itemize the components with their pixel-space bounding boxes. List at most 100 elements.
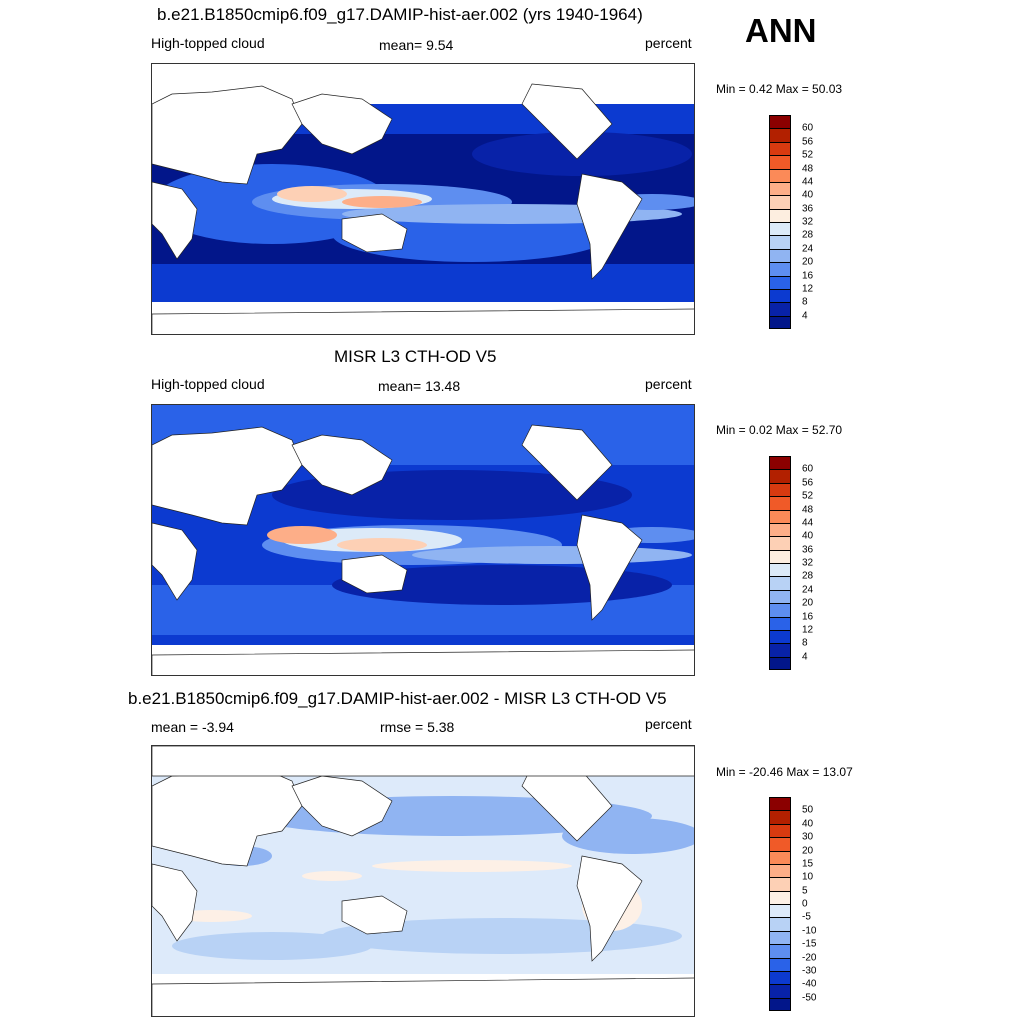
colorbar-tick-label: -5 <box>802 911 811 923</box>
colorbar-tick-label: 52 <box>802 490 814 502</box>
colorbar-swatch <box>769 984 791 998</box>
colorbar-tick-label: 20 <box>802 256 814 268</box>
colorbar-tick-label: -20 <box>802 952 817 963</box>
panel-1-units: percent <box>645 35 692 51</box>
colorbar-tick-label: 12 <box>802 624 814 636</box>
colorbar-swatch <box>769 957 791 971</box>
colorbar-swatch <box>769 168 791 182</box>
colorbar-swatch <box>769 970 791 985</box>
colorbar-tick-label: 40 <box>802 818 814 830</box>
panel-2-variable-label: High-topped cloud <box>151 376 265 392</box>
colorbar-swatch <box>769 576 791 590</box>
colorbar-swatch <box>769 629 791 644</box>
colorbar-swatch <box>769 509 791 523</box>
colorbar-swatch <box>769 944 791 958</box>
colorbar-tick-label: 5 <box>802 885 808 897</box>
panel-3-map <box>151 745 695 1017</box>
colorbar-swatch <box>769 850 791 864</box>
colorbar-tick-label: 50 <box>802 804 814 816</box>
colorbar-tick-label: 10 <box>802 871 814 883</box>
colorbar-tick-label: -30 <box>802 965 817 977</box>
colorbar-tick-label: 8 <box>802 296 808 308</box>
colorbar-swatch <box>769 603 791 617</box>
colorbar-swatch <box>769 208 791 222</box>
colorbar-swatch <box>769 589 791 604</box>
colorbar-tick-label: 0 <box>802 898 808 910</box>
colorbar-swatch <box>769 997 791 1011</box>
colorbar-tick-label: 8 <box>802 637 808 649</box>
colorbar-tick-label: 36 <box>802 544 814 556</box>
colorbar-tick-label: 48 <box>802 504 814 515</box>
panel-1-map-svg <box>152 64 694 334</box>
colorbar-swatch <box>769 315 791 329</box>
colorbar-swatch <box>769 248 791 263</box>
colorbar-frame <box>769 115 791 329</box>
panel-3-minmax: Min = -20.46 Max = 13.07 <box>716 765 853 779</box>
panel-1-title: b.e21.B1850cmip6.f09_g17.DAMIP-hist-aer.… <box>157 5 643 24</box>
panel-3-map-svg <box>152 746 694 1016</box>
panel-3-rmse: rmse = 5.38 <box>380 719 455 735</box>
panel-1-mean: mean= 9.54 <box>379 37 454 53</box>
panel-2-map <box>151 404 695 676</box>
panel-1-variable-label: High-topped cloud <box>151 35 265 51</box>
colorbar-tick-label: 24 <box>802 243 814 255</box>
colorbar-swatch <box>769 522 791 537</box>
colorbar-swatch <box>769 904 791 918</box>
colorbar-swatch <box>769 890 791 904</box>
colorbar-tick-label: 4 <box>802 310 808 322</box>
colorbar-tick-label: 36 <box>802 203 814 215</box>
colorbar-swatch <box>769 496 791 510</box>
colorbar-tick-label: 40 <box>802 530 814 542</box>
colorbar-tick-label: 16 <box>802 270 814 281</box>
colorbar-tick-label: 56 <box>802 477 814 489</box>
colorbar-swatch <box>769 616 791 630</box>
colorbar-tick-label: 48 <box>802 163 814 174</box>
colorbar-tick-label: 24 <box>802 584 814 596</box>
colorbar-tick-label: 56 <box>802 136 814 148</box>
colorbar-swatch <box>769 549 791 563</box>
panel-1-map <box>151 63 695 335</box>
colorbar-swatch <box>769 837 791 851</box>
colorbar-swatch <box>769 155 791 169</box>
colorbar-tick-label: 40 <box>802 189 814 201</box>
panel-1-colorbar: 60 56 52 48 44 40 36 32 28 24 20 16 12 8 4 <box>769 115 813 329</box>
colorbar-swatch <box>769 262 791 276</box>
panel-3-units: percent <box>645 716 692 732</box>
colorbar-frame <box>769 456 791 670</box>
colorbar-swatch <box>769 235 791 249</box>
panel-3-colorbar: 50 40 30 20 15 10 5 0 -5 -10 -15 -20 -30 -40 -50 <box>769 797 816 1011</box>
colorbar-swatch <box>769 141 791 156</box>
colorbar-tick-label: 32 <box>802 557 814 569</box>
colorbar-swatch <box>769 128 791 142</box>
panel-2-mean: mean= 13.48 <box>378 378 461 394</box>
colorbar-swatch <box>769 302 791 316</box>
panel-2-map-svg <box>152 405 694 675</box>
colorbar-tick-label: 12 <box>802 283 814 295</box>
colorbar-tick-label: 60 <box>802 463 814 475</box>
panel-2-title: MISR L3 CTH-OD V5 <box>334 347 497 366</box>
colorbar-swatch <box>769 917 791 931</box>
colorbar-tick-label: 16 <box>802 611 814 622</box>
colorbar-tick-label: -40 <box>802 978 817 990</box>
panel-1-minmax: Min = 0.42 Max = 50.03 <box>716 82 843 96</box>
colorbar-tick-label: 28 <box>802 570 814 582</box>
panel-2-units: percent <box>645 376 692 392</box>
colorbar-swatch <box>769 482 791 497</box>
colorbar-tick-label: -50 <box>802 992 817 1004</box>
colorbar-tick-label: -10 <box>802 925 817 937</box>
colorbar-swatch <box>769 863 791 878</box>
colorbar-swatch <box>769 288 791 303</box>
colorbar-swatch <box>769 181 791 196</box>
colorbar-swatch <box>769 643 791 657</box>
colorbar-tick-label: 44 <box>802 176 814 188</box>
panel-2-minmax: Min = 0.02 Max = 52.70 <box>716 423 843 437</box>
colorbar-swatch <box>769 563 791 577</box>
season-label: ANN <box>745 12 817 49</box>
panel-3-title: b.e21.B1850cmip6.f09_g17.DAMIP-hist-aer.… <box>128 689 667 708</box>
colorbar-tick-label: 44 <box>802 517 814 529</box>
colorbar-swatch <box>769 222 791 236</box>
colorbar-tick-label: 52 <box>802 149 814 161</box>
colorbar-swatch <box>769 469 791 483</box>
panel-3-mean: mean = -3.94 <box>151 719 234 735</box>
colorbar-tick-label: 32 <box>802 216 814 228</box>
